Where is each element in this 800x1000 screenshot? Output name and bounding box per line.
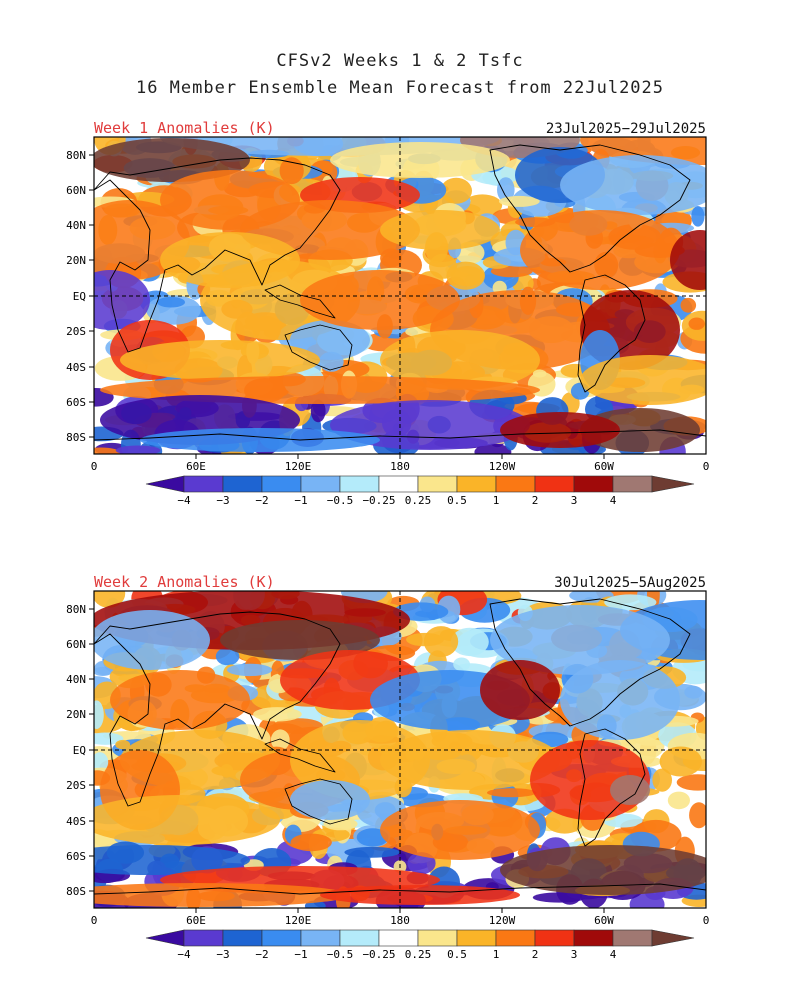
lon-label: 0	[703, 460, 710, 473]
colorbar-week2: −4 −3 −2 −1 −0.5 −0.25 0.25 0.5 1 2 3 4	[145, 929, 695, 961]
colorbar-tick-label: −0.25	[362, 948, 395, 961]
coastlines-week1	[94, 144, 706, 441]
lat-label: 60S	[66, 850, 86, 863]
panel-title-week1: Week 1 Anomalies (K)	[94, 119, 275, 137]
colorbar-tick-label: −3	[216, 948, 229, 961]
colorbar-tick-label: −2	[255, 494, 268, 507]
lat-label: 40S	[66, 361, 86, 374]
lon-label: 180	[390, 460, 410, 473]
lon-label: 120W	[489, 914, 516, 927]
lat-label: 40N	[66, 673, 86, 686]
colorbar-tick-label: −1	[294, 494, 307, 507]
figure-title-line1: CFSv2 Weeks 1 & 2 Tsfc	[276, 51, 523, 71]
map-panel-week2: Week 2 Anomalies (K) 30Jul2025−5Aug2025 …	[66, 573, 710, 927]
colorbar-tick-label: −0.5	[327, 948, 354, 961]
lon-label: 0	[91, 460, 98, 473]
colorbar-tick-label: 4	[610, 948, 617, 961]
colorbar-week1: −4 −3 −2 −1 −0.5 −0.25 0.25 0.5 1 2 3 4	[145, 475, 695, 507]
colorbar-tick-label: −1	[294, 948, 307, 961]
coastlines-week2	[94, 598, 706, 895]
lat-label: 40N	[66, 219, 86, 232]
colorbar-tick-label: 0.5	[447, 494, 467, 507]
lat-label: 80S	[66, 431, 86, 444]
lat-label: 40S	[66, 815, 86, 828]
colorbar-tick-label: 0.25	[405, 494, 432, 507]
lon-label: 60W	[594, 914, 614, 927]
lon-label: 120W	[489, 460, 516, 473]
lat-label: 20N	[66, 254, 86, 267]
lon-label: 120E	[285, 460, 312, 473]
lon-label: 120E	[285, 914, 312, 927]
anomaly-field-week1	[94, 137, 706, 454]
lat-label: 80N	[66, 149, 86, 162]
colorbar-tick-label: 3	[571, 948, 578, 961]
lat-label: 60N	[66, 184, 86, 197]
colorbar-tick-label: −2	[255, 948, 268, 961]
panel-date-range-week2: 30Jul2025−5Aug2025	[554, 575, 706, 591]
lat-label: EQ	[73, 744, 86, 757]
lon-label: 60W	[594, 460, 614, 473]
colorbar-tick-label: −0.5	[327, 494, 354, 507]
panel-title-week2: Week 2 Anomalies (K)	[94, 573, 275, 591]
lat-axis-week1: 80N 60N 40N 20N EQ 20S 40S 60S 80S	[66, 149, 94, 444]
colorbar-tick-label: 0.5	[447, 948, 467, 961]
lat-label: 60N	[66, 638, 86, 651]
colorbar-tick-label: 2	[532, 494, 539, 507]
colorbar-tick-label: −4	[177, 948, 191, 961]
colorbar-tick-label: −0.25	[362, 494, 395, 507]
colorbar-tick-label: 1	[493, 494, 500, 507]
colorbar-tick-label: 0.25	[405, 948, 432, 961]
colorbar-tick-label: −3	[216, 494, 229, 507]
lon-label: 180	[390, 914, 410, 927]
lat-axis-week2: 80N 60N 40N 20N EQ 20S 40S 60S 80S	[66, 603, 94, 898]
lon-label: 0	[703, 914, 710, 927]
lat-label: 20S	[66, 325, 86, 338]
map-panel-week1: Week 1 Anomalies (K) 23Jul2025−29Jul2025…	[66, 119, 710, 473]
panel-date-range-week1: 23Jul2025−29Jul2025	[546, 121, 706, 137]
colorbar-tick-label: 3	[571, 494, 578, 507]
lat-label: 60S	[66, 396, 86, 409]
lat-label: 20N	[66, 708, 86, 721]
colorbar-tick-label: −4	[177, 494, 191, 507]
colorbar-tick-label: 4	[610, 494, 617, 507]
lon-axis-week1: 0 60E 120E 180 120W 60W 0	[91, 454, 710, 473]
lat-label: EQ	[73, 290, 86, 303]
figure-title-line2: 16 Member Ensemble Mean Forecast from 22…	[136, 78, 664, 98]
lat-label: 20S	[66, 779, 86, 792]
lat-label: 80S	[66, 885, 86, 898]
colorbar-tick-label: 2	[532, 948, 539, 961]
lat-label: 80N	[66, 603, 86, 616]
lon-label: 0	[91, 914, 98, 927]
lon-label: 60E	[186, 460, 206, 473]
colorbar-tick-label: 1	[493, 948, 500, 961]
lon-axis-week2: 0 60E 120E 180 120W 60W 0	[91, 908, 710, 927]
lon-label: 60E	[186, 914, 206, 927]
